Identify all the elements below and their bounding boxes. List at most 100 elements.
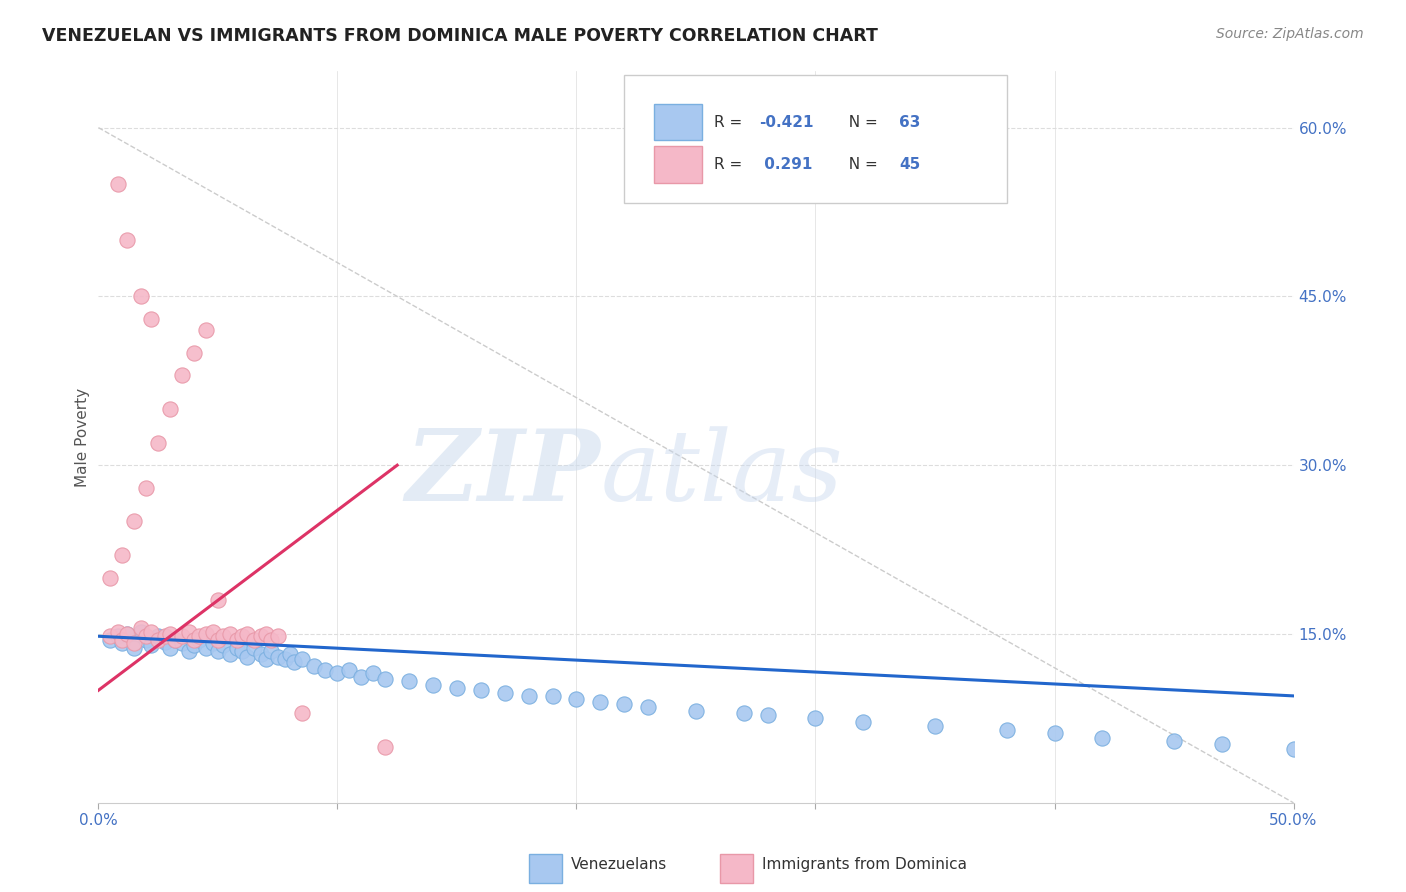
Point — [219, 647, 242, 661]
Text: R =: R = — [714, 158, 747, 172]
Point — [111, 632, 134, 647]
Point — [250, 647, 273, 661]
Point — [804, 711, 827, 725]
Point — [374, 672, 396, 686]
Point — [111, 548, 134, 562]
Point — [131, 289, 153, 303]
Point — [291, 706, 314, 720]
Point — [131, 624, 153, 639]
Text: 0.291: 0.291 — [759, 158, 813, 172]
Point — [179, 644, 201, 658]
Point — [924, 719, 946, 733]
Point — [202, 624, 225, 639]
Point — [155, 635, 177, 649]
Point — [139, 638, 162, 652]
Point — [339, 663, 361, 677]
Point — [187, 629, 209, 643]
Point — [115, 233, 138, 247]
Text: 63: 63 — [900, 115, 921, 130]
Point — [274, 652, 297, 666]
Point — [219, 627, 242, 641]
Point — [135, 632, 157, 647]
Point — [283, 655, 305, 669]
Point — [302, 658, 325, 673]
Point — [259, 644, 281, 658]
Point — [259, 632, 281, 647]
FancyBboxPatch shape — [624, 75, 1007, 203]
Point — [422, 678, 444, 692]
Point — [195, 640, 218, 655]
Point — [278, 647, 301, 661]
Point — [211, 629, 233, 643]
Point — [172, 368, 194, 383]
Point — [159, 401, 181, 416]
Point — [565, 692, 588, 706]
Point — [107, 629, 129, 643]
Point — [187, 632, 209, 647]
Point — [1211, 737, 1233, 751]
Point — [235, 627, 257, 641]
Point — [124, 515, 146, 529]
Point — [172, 636, 194, 650]
Point — [374, 739, 396, 754]
Point — [183, 632, 205, 647]
Point — [107, 624, 129, 639]
Point — [398, 674, 420, 689]
Point — [124, 640, 146, 655]
Point — [243, 632, 266, 647]
Point — [613, 697, 636, 711]
Point — [1043, 726, 1066, 740]
Point — [517, 689, 540, 703]
Point — [179, 624, 201, 639]
Point — [1163, 734, 1185, 748]
Point — [135, 481, 157, 495]
Point — [254, 627, 277, 641]
Point — [226, 640, 249, 655]
Point — [541, 689, 564, 703]
Y-axis label: Male Poverty: Male Poverty — [75, 387, 90, 487]
Point — [350, 670, 373, 684]
Point — [139, 312, 162, 326]
Point — [207, 644, 229, 658]
Point — [207, 632, 229, 647]
Point — [226, 632, 249, 647]
Point — [363, 666, 385, 681]
Point — [1091, 731, 1114, 745]
Point — [231, 644, 253, 658]
Point — [250, 629, 273, 643]
Point — [172, 629, 194, 643]
Point — [291, 652, 314, 666]
Point — [155, 629, 177, 643]
FancyBboxPatch shape — [529, 854, 562, 883]
Point — [852, 714, 875, 729]
Point — [211, 638, 233, 652]
Point — [207, 593, 229, 607]
Point — [254, 652, 277, 666]
Point — [124, 636, 146, 650]
Point — [243, 640, 266, 655]
Point — [231, 629, 253, 643]
Point — [202, 636, 225, 650]
Text: 45: 45 — [900, 158, 921, 172]
Text: -0.421: -0.421 — [759, 115, 814, 130]
Point — [195, 323, 218, 337]
Point — [315, 663, 337, 677]
Point — [139, 624, 162, 639]
Text: N =: N = — [839, 158, 883, 172]
Point — [733, 706, 755, 720]
Point — [326, 666, 349, 681]
Point — [111, 636, 134, 650]
Point — [183, 345, 205, 359]
FancyBboxPatch shape — [720, 854, 754, 883]
Point — [685, 704, 707, 718]
Text: ZIP: ZIP — [405, 425, 600, 522]
Text: N =: N = — [839, 115, 883, 130]
Point — [163, 632, 186, 647]
Point — [115, 627, 138, 641]
Point — [470, 683, 492, 698]
Point — [267, 649, 290, 664]
Point — [494, 685, 516, 699]
Point — [115, 627, 138, 641]
Point — [235, 649, 257, 664]
Text: Venezuelans: Venezuelans — [571, 857, 666, 872]
